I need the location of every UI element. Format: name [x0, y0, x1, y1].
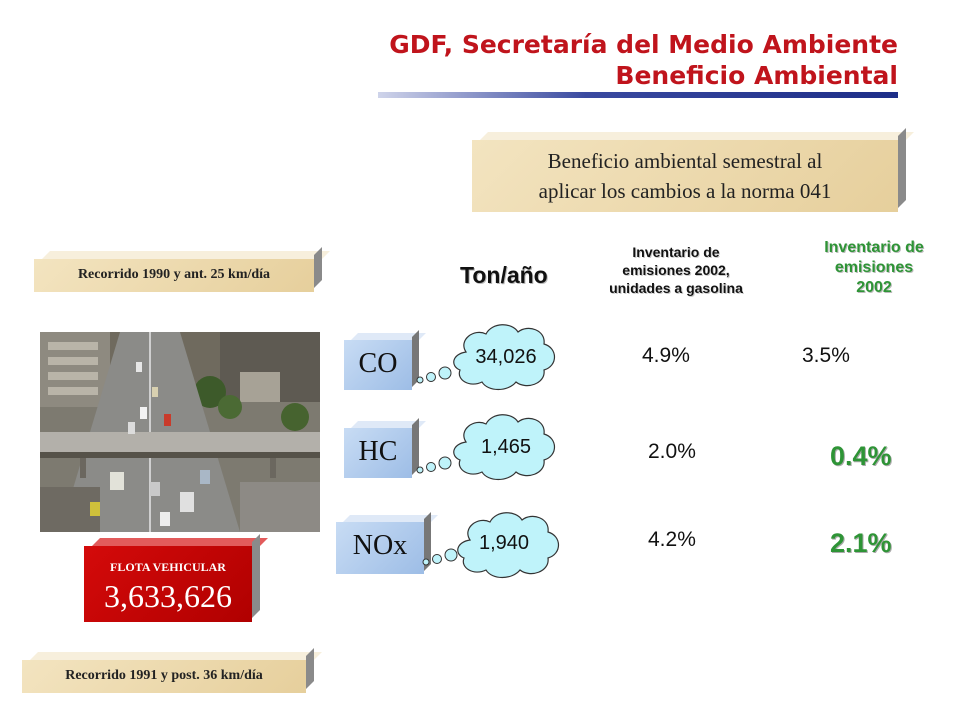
inventario-gasolina-line-2: emisiones 2002,: [622, 262, 730, 278]
thought-cloud-icon: [422, 512, 560, 579]
benefit-box: [472, 140, 898, 212]
pct-2002-nox: 2.1%: [830, 528, 892, 558]
pct-2002-co: 3.5%: [802, 344, 850, 367]
inventario-gasolina-header: Inventario de emisiones 2002, unidades a…: [588, 243, 764, 297]
street-traffic-photo: [40, 332, 320, 532]
header-underline: [378, 92, 898, 98]
flota-vehicular-title: FLOTA VEHICULAR: [110, 560, 226, 574]
recorrido-top-box: [34, 259, 314, 292]
gas-box-hc: [344, 428, 412, 478]
pct-gasolina-co: 4.9%: [642, 344, 690, 367]
flota-vehicular-value: 3,633,626: [104, 578, 232, 614]
inventario-2002-line-1: Inventario de: [824, 239, 924, 256]
pct-gasolina-nox: 4.2%: [648, 528, 696, 551]
inventario-2002-line-2: emisiones: [834, 259, 914, 276]
pct-2002-hc: 0.4%: [830, 441, 892, 471]
ton-value-hc: 1,465: [480, 436, 532, 458]
header-subtitle: Beneficio Ambiental: [615, 61, 898, 90]
inventario-2002-line-3: 2002: [856, 279, 892, 296]
ton-value-co: 34,026: [475, 346, 537, 368]
ton-header: Ton/año: [460, 262, 548, 288]
header-title: GDF, Secretaría del Medio Ambiente: [389, 30, 898, 59]
gas-label-hc: HC: [358, 436, 398, 467]
ton-value-nox: 1,940: [478, 532, 530, 554]
thought-cloud-icon: [416, 324, 556, 391]
recorrido-bottom-box: [22, 660, 306, 693]
inventario-gasolina-line-3: unidades a gasolina: [609, 280, 743, 296]
pct-gasolina-hc: 2.0%: [648, 440, 696, 463]
recorrido-bottom-label: Recorrido 1991 y post. 36 km/día: [65, 668, 263, 683]
gas-label-co: CO: [358, 348, 398, 379]
benefit-line-2: aplicar los cambios a la norma 041: [538, 179, 832, 203]
gas-label-nox: NOx: [352, 530, 408, 561]
gas-box-co: [344, 340, 412, 390]
benefit-box-text: Beneficio ambiental semestral al aplicar…: [472, 146, 898, 206]
thought-cloud-icon: [416, 414, 556, 481]
gas-box-nox: [336, 522, 424, 574]
inventario-gasolina-line-1: Inventario de: [632, 244, 720, 260]
flota-vehicular-box: [84, 546, 252, 622]
inventario-2002-header: Inventario de emisiones 2002: [800, 238, 948, 298]
recorrido-top-label: Recorrido 1990 y ant. 25 km/día: [77, 267, 271, 282]
benefit-line-1: Beneficio ambiental semestral al: [547, 149, 823, 173]
